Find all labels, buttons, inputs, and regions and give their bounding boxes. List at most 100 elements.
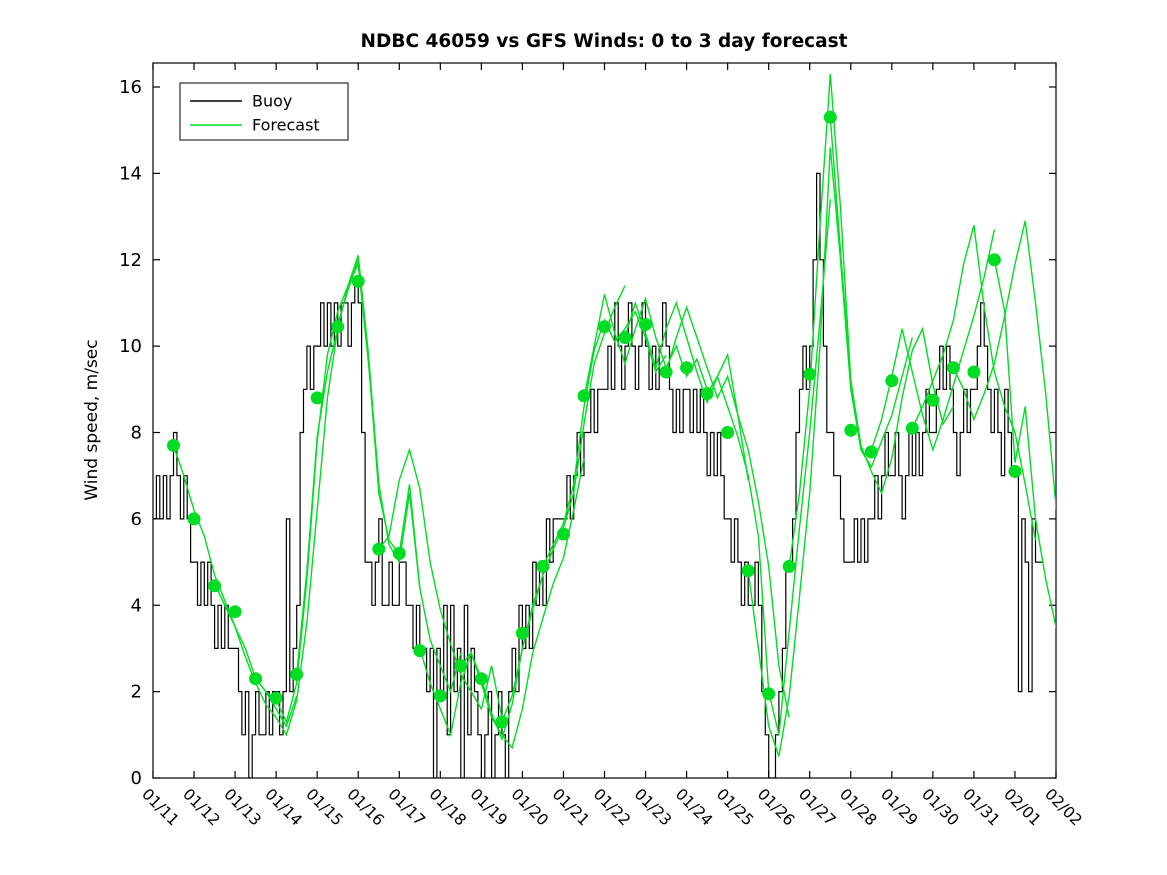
forecast-run-line [952, 220, 1056, 511]
x-tick-label: 02/02 [1041, 785, 1085, 829]
forecast-start-marker [392, 546, 406, 560]
forecast-run-line [624, 300, 749, 481]
forecast-start-marker [269, 691, 283, 705]
forecast-start-marker [351, 274, 365, 288]
forecast-start-marker [1008, 464, 1022, 478]
forecast-start-marker [557, 527, 570, 541]
forecast-start-marker [536, 559, 550, 573]
x-tick-label: 01/24 [672, 785, 716, 829]
forecast-run-line [172, 445, 298, 728]
forecast-start-marker [454, 659, 468, 673]
forecast-start-marker [515, 626, 529, 640]
legend-label: Buoy [252, 92, 292, 111]
x-tick-label: 01/15 [302, 785, 346, 829]
forecast-start-marker [803, 367, 817, 381]
x-tick-label: 01/21 [549, 785, 593, 829]
x-tick-label: 01/30 [918, 785, 962, 829]
plot-area [153, 73, 1056, 778]
forecast-start-marker [946, 361, 960, 375]
forecast-start-marker [823, 110, 837, 124]
y-tick-label: 16 [119, 77, 142, 98]
forecast-start-marker [290, 667, 304, 681]
forecast-run-line [337, 259, 462, 694]
forecast-run-line [583, 294, 708, 399]
forecast-run-line [213, 328, 339, 737]
forecast-run-line [501, 285, 626, 723]
forecast-run-line [829, 117, 955, 495]
forecast-start-marker [721, 426, 735, 439]
forecast-run-line [378, 447, 503, 718]
forecast-start-marker [495, 715, 509, 729]
buoy-series-line [153, 172, 1043, 778]
forecast-run-line [788, 73, 913, 567]
x-tick-label: 01/26 [754, 785, 798, 829]
x-tick-label: 01/28 [836, 785, 880, 829]
forecast-start-marker [167, 439, 180, 452]
x-tick-label: 01/31 [959, 785, 1003, 829]
y-tick-label: 0 [131, 768, 142, 789]
forecast-start-marker [864, 445, 878, 459]
x-tick-label: 01/23 [631, 785, 675, 829]
y-tick-label: 10 [119, 336, 142, 357]
forecast-start-marker [249, 672, 263, 686]
forecast-start-marker [680, 361, 694, 375]
forecast-run-line [993, 259, 1056, 629]
forecast-start-marker [762, 687, 776, 701]
forecast-start-marker [331, 320, 345, 334]
forecast-start-marker [433, 689, 447, 703]
forecast-start-marker [967, 365, 981, 379]
forecast-start-marker [987, 253, 1001, 267]
forecast-start-marker [228, 605, 242, 619]
forecast-start-marker [618, 331, 632, 344]
y-tick-label: 4 [131, 595, 142, 616]
forecast-start-marker [577, 389, 591, 403]
forecast-run-line [255, 255, 380, 724]
forecast-start-marker [844, 423, 858, 437]
chart-title: NDBC 46059 vs GFS Winds: 0 to 3 day fore… [361, 31, 848, 52]
x-tick-label: 01/17 [384, 785, 428, 829]
x-tick-label: 01/19 [467, 785, 511, 829]
forecast-start-marker [413, 644, 427, 658]
forecast-start-marker [639, 318, 652, 331]
forecast-start-marker [885, 374, 899, 388]
y-tick-label: 6 [131, 509, 142, 530]
forecast-start-marker [598, 320, 611, 334]
y-tick-label: 2 [131, 682, 142, 703]
forecast-run-line [747, 147, 872, 757]
x-tick-label: 01/16 [343, 785, 387, 829]
x-tick-label: 01/13 [220, 785, 264, 829]
axes-box [152, 62, 1057, 779]
y-axis-label: Wind speed, m/sec [82, 339, 102, 500]
y-tick-label: 14 [119, 163, 142, 184]
y-tick-label: 8 [131, 423, 142, 444]
forecast-run-line [870, 229, 996, 453]
forecast-run-line [296, 261, 421, 675]
x-tick-label: 01/14 [261, 785, 305, 829]
forecast-start-marker [310, 391, 324, 405]
forecast-start-marker [926, 393, 940, 407]
forecast-start-marker [372, 542, 386, 556]
x-tick-label: 01/22 [590, 785, 634, 829]
forecast-start-marker [741, 564, 755, 578]
legend-box [179, 82, 349, 141]
legend-label: Forecast [252, 116, 320, 135]
x-tick-label: 01/25 [713, 785, 757, 829]
forecast-start-marker [474, 672, 488, 686]
forecast-start-marker [659, 365, 673, 379]
forecast-start-marker [208, 579, 222, 593]
x-tick-label: 01/29 [877, 785, 921, 829]
forecast-start-marker [905, 421, 919, 435]
x-tick-label: 02/01 [1000, 785, 1044, 829]
forecast-start-marker [700, 387, 714, 401]
x-tick-label: 01/27 [795, 785, 839, 829]
forecast-start-marker [187, 512, 201, 526]
forecast-run-line [665, 305, 790, 718]
forecast-run-line [911, 225, 1037, 541]
x-tick-label: 01/20 [508, 785, 552, 829]
y-tick-label: 12 [119, 250, 142, 271]
x-tick-label: 01/18 [425, 785, 469, 829]
x-tick-label: 01/11 [138, 785, 182, 829]
x-tick-label: 01/12 [179, 785, 223, 829]
